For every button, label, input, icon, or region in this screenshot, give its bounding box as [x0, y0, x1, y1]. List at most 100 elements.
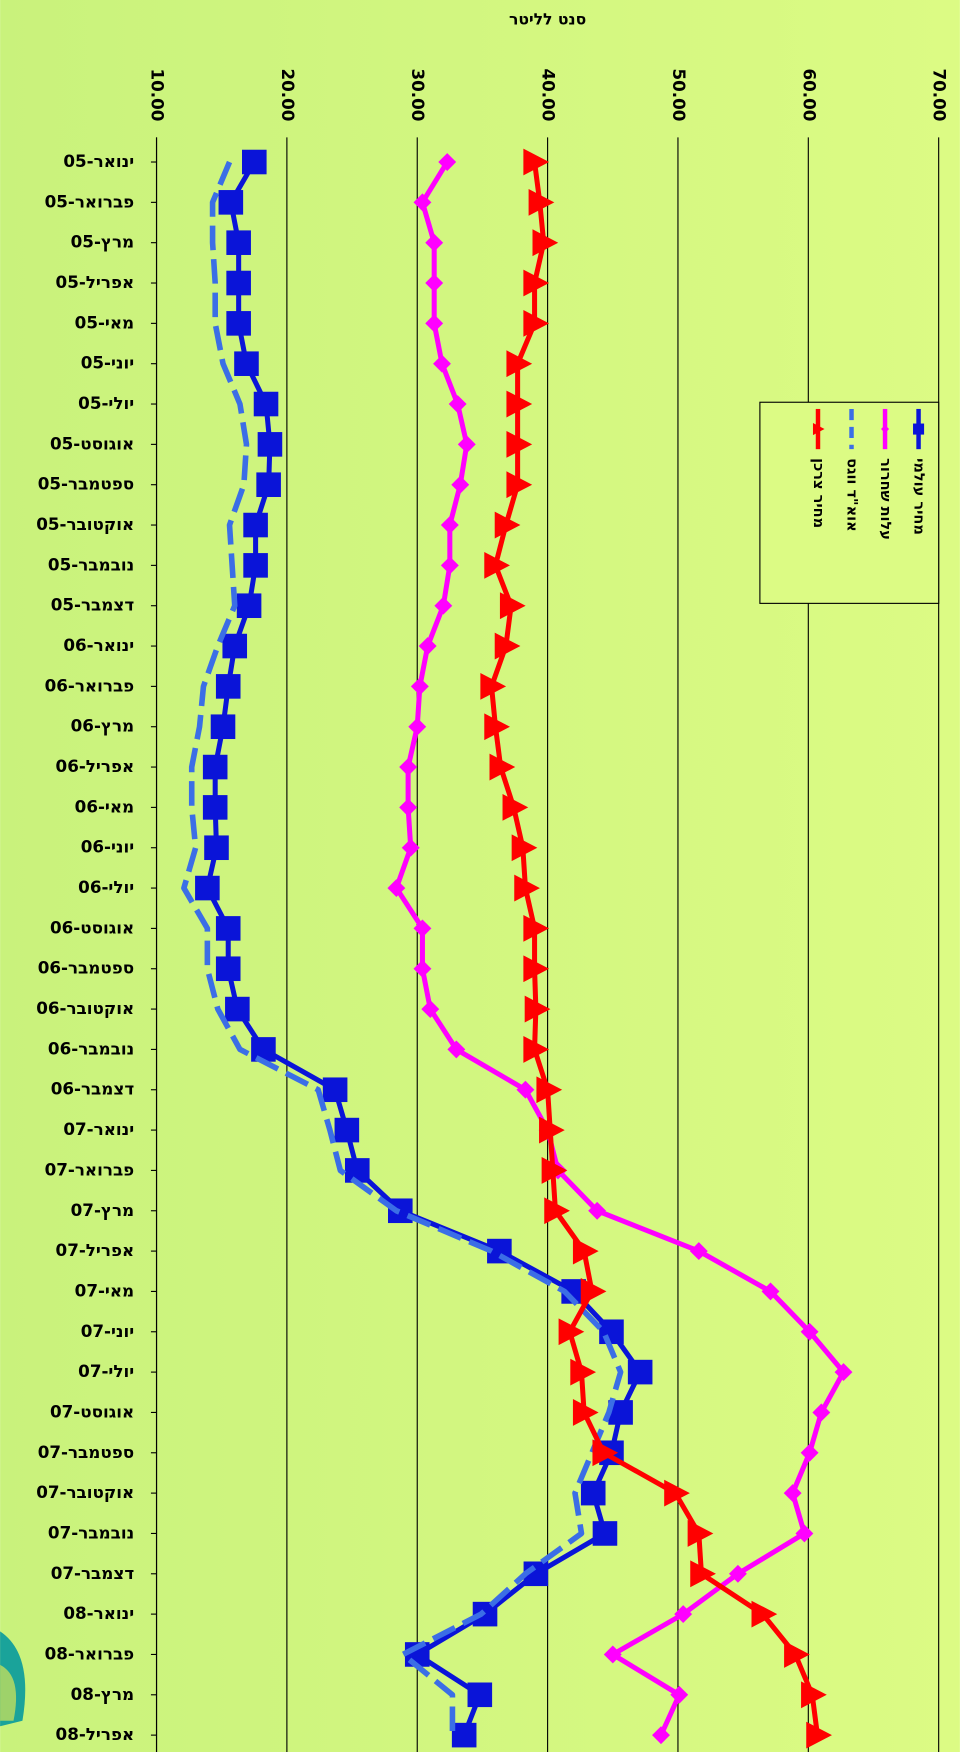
marker	[425, 314, 444, 333]
marker	[523, 309, 550, 337]
x-tick-label: 50.00	[669, 68, 689, 121]
marker	[253, 391, 279, 417]
y-tick-label: ינואר-07	[63, 1119, 134, 1139]
marker	[413, 193, 432, 212]
marker	[511, 834, 538, 862]
y-tick-label: אפריל-08	[56, 1724, 135, 1744]
y-tick-label: ספטמבר-05	[38, 474, 134, 494]
marker	[664, 1479, 690, 1507]
x-tick-label: 30.00	[408, 68, 428, 121]
marker	[806, 1721, 832, 1749]
marker	[783, 1484, 802, 1503]
marker	[570, 1358, 597, 1386]
marker	[523, 269, 550, 297]
marker	[243, 512, 268, 538]
series-line	[393, 160, 847, 1737]
marker	[532, 229, 559, 257]
marker	[539, 1116, 565, 1144]
marker	[425, 274, 444, 292]
marker	[215, 674, 241, 699]
marker	[243, 553, 268, 578]
marker	[580, 1480, 606, 1506]
marker	[528, 188, 555, 216]
marker	[447, 1040, 466, 1059]
y-tick-label: אוגוסט-05	[50, 433, 134, 453]
marker	[256, 472, 281, 497]
y-tick-label: אוקטובר-07	[36, 1482, 134, 1502]
x-tick-label: 40.00	[539, 68, 559, 121]
marker	[687, 1520, 714, 1547]
marker	[494, 632, 521, 660]
marker	[484, 713, 510, 741]
marker	[334, 1117, 360, 1143]
y-tick-label: אוגוסט-07	[50, 1401, 134, 1421]
y-tick-label: יולי-07	[78, 1361, 134, 1381]
legend-label: מחיר עולמי	[911, 458, 927, 535]
y-tick-label: מרץ-08	[71, 1684, 135, 1704]
y-tick-label: אוקטובר-06	[36, 998, 134, 1018]
y-tick-label: ספטמבר-07	[38, 1442, 134, 1462]
marker	[728, 1564, 747, 1583]
marker	[434, 596, 453, 615]
marker	[204, 835, 229, 861]
legend-label: אוא"ד ווגס	[844, 458, 860, 532]
marker	[499, 592, 526, 620]
marker	[225, 996, 250, 1022]
marker	[251, 1037, 276, 1062]
marker	[751, 1600, 778, 1628]
marker	[524, 995, 551, 1023]
marker	[210, 714, 236, 740]
marker	[812, 423, 825, 436]
marker	[494, 511, 521, 539]
marker	[881, 425, 890, 434]
marker	[627, 1359, 653, 1385]
y-tick-label: נובמבר-05	[48, 554, 134, 574]
marker	[440, 556, 459, 575]
marker	[410, 677, 429, 696]
y-tick-label: פברואר-06	[45, 675, 135, 695]
marker	[506, 430, 533, 458]
marker	[523, 955, 550, 983]
y-tick-label: מרץ-05	[71, 232, 135, 252]
marker	[480, 672, 507, 700]
marker	[226, 270, 251, 296]
decoration	[0, 1664, 17, 1721]
y-tick-label: ספטמבר-06	[38, 958, 134, 978]
series-line	[204, 160, 643, 1737]
y-tick-label: דצמבר-06	[51, 1079, 135, 1099]
marker	[418, 637, 437, 655]
marker	[502, 793, 529, 821]
marker	[592, 1521, 618, 1546]
y-tick-label: יולי-06	[78, 877, 134, 897]
marker	[451, 475, 470, 494]
marker	[236, 593, 262, 619]
marker	[812, 1403, 831, 1422]
legend-label: עלות שחרור	[877, 458, 893, 540]
marker	[467, 1682, 493, 1708]
y-tick-label: פברואר-05	[45, 191, 135, 211]
marker	[438, 153, 457, 171]
marker	[541, 1157, 568, 1184]
marker	[544, 1197, 570, 1225]
marker	[234, 351, 259, 376]
y-tick-label: ינואר-05	[63, 151, 134, 171]
marker	[202, 795, 228, 820]
marker	[226, 230, 251, 255]
y-tick-label: יוני-05	[81, 353, 134, 373]
x-tick-label: 20.00	[278, 68, 298, 121]
chart-title: סנט לליטר	[509, 10, 586, 29]
marker	[489, 753, 516, 781]
marker	[226, 311, 251, 336]
y-tick-label: ינואר-08	[63, 1603, 134, 1623]
marker	[222, 633, 248, 659]
marker	[506, 390, 533, 418]
y-tick-label: מרץ-06	[71, 716, 135, 736]
marker	[801, 1681, 827, 1709]
y-tick-label: מרץ-07	[71, 1200, 135, 1220]
plot	[181, 148, 853, 1749]
marker	[572, 1237, 599, 1265]
series-line	[489, 161, 820, 1736]
x-tick-label: 10.00	[148, 68, 168, 121]
y-tick-label: מאי-05	[75, 312, 135, 332]
marker	[413, 919, 432, 938]
